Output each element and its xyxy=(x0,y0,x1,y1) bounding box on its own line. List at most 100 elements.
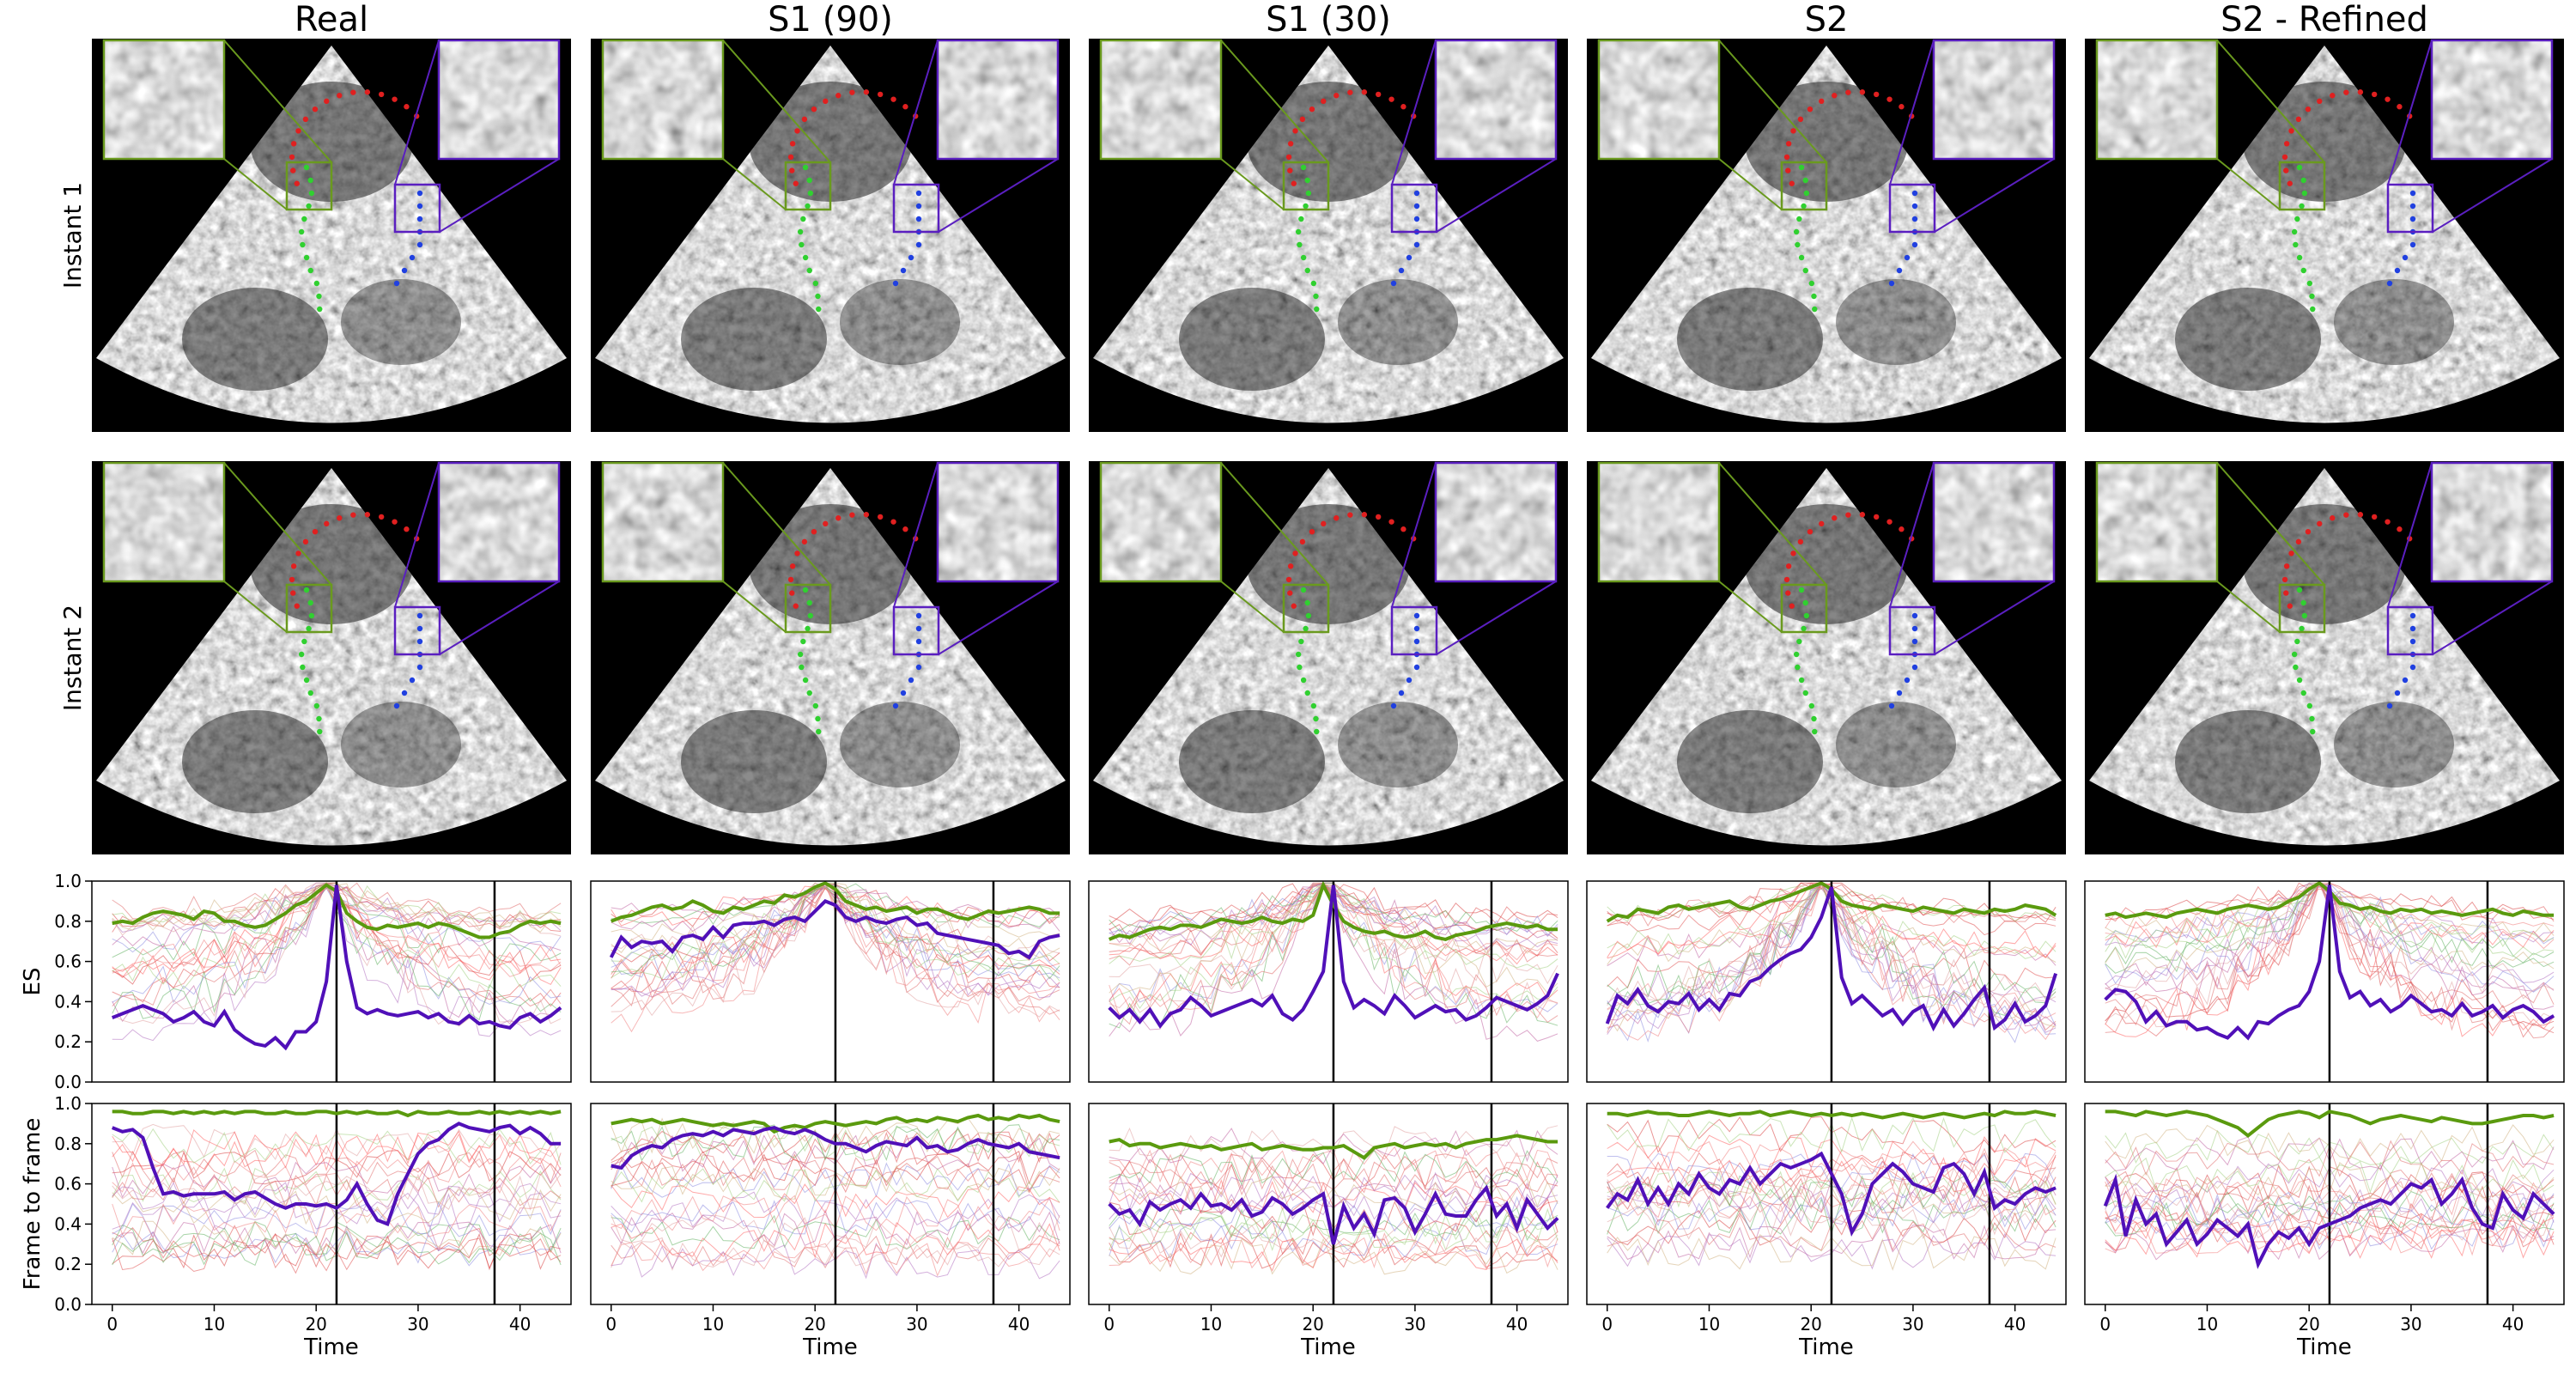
connector-line xyxy=(1718,462,1827,586)
landmark-green xyxy=(1803,190,1810,197)
landmark-red xyxy=(849,512,855,518)
landmark-green xyxy=(802,677,809,684)
zoom-inset-purple xyxy=(938,463,1058,581)
landmark-blue xyxy=(2386,280,2393,287)
landmark-red xyxy=(2288,550,2294,556)
y-tick-label: 0.2 xyxy=(54,1254,82,1274)
x-tick-label: 30 xyxy=(1902,1314,1923,1334)
ultrasound-panel xyxy=(2085,461,2564,854)
landmark-green xyxy=(1310,280,1317,287)
landmark-red xyxy=(2343,512,2349,518)
landmark-green xyxy=(1304,599,1310,606)
landmark-red xyxy=(1886,96,1893,102)
connector-line xyxy=(394,40,440,185)
landmark-red xyxy=(1845,89,1851,95)
landmark-red xyxy=(801,538,808,545)
x-tick-label: 40 xyxy=(2502,1314,2524,1334)
landmark-red xyxy=(2281,576,2288,583)
landmark-green xyxy=(1796,216,1802,222)
landmark-green xyxy=(1801,203,1807,210)
connector-line xyxy=(938,158,1059,233)
landmark-red xyxy=(378,91,385,98)
landmark-blue xyxy=(915,612,922,619)
series-line-green xyxy=(1607,1110,2057,1120)
landmark-red xyxy=(1334,93,1340,99)
landmark-red xyxy=(1783,154,1790,161)
zoom-inset-purple xyxy=(439,40,559,159)
y-tick-label: 0.4 xyxy=(54,991,82,1012)
connector-line xyxy=(1220,462,1329,586)
landmark-green xyxy=(1310,702,1317,709)
landmark-red xyxy=(290,141,297,147)
landmark-blue xyxy=(1911,203,1918,210)
landmark-green xyxy=(2296,677,2303,684)
y-axis-label: ES xyxy=(20,968,46,996)
landmark-green xyxy=(1793,651,1800,658)
connector-line xyxy=(1889,462,1935,608)
landmark-blue xyxy=(1406,677,1413,684)
landmark-blue xyxy=(2394,267,2401,274)
line-chart-panel: 0 10 20 30 40 Time xyxy=(590,1103,1071,1360)
zoom-inset-purple xyxy=(1436,40,1556,159)
series-line-purple xyxy=(111,885,562,1051)
landmark-red xyxy=(324,98,330,105)
landmark-red xyxy=(823,98,829,105)
landmark-blue xyxy=(1888,702,1895,709)
landmark-red xyxy=(1899,526,1905,532)
landmark-red xyxy=(364,89,371,95)
landmark-red xyxy=(1785,590,1791,596)
ultrasound-panel xyxy=(1089,39,1568,432)
landmark-green xyxy=(1298,216,1304,222)
roi-box-green xyxy=(285,161,333,211)
axes-frame xyxy=(91,1103,572,1305)
landmark-red xyxy=(2287,180,2293,186)
series-line-purple xyxy=(2103,1173,2555,1269)
landmark-green xyxy=(2296,164,2303,171)
landmark-blue xyxy=(900,690,907,696)
landmark-red xyxy=(1291,603,1297,609)
landmark-green xyxy=(1305,190,1312,197)
landmark-blue xyxy=(1413,203,1420,210)
landmark-red xyxy=(789,563,796,569)
connector-line xyxy=(2216,40,2325,163)
axes-frame xyxy=(590,1103,1071,1305)
landmark-green xyxy=(306,625,312,632)
landmark-green xyxy=(298,651,305,658)
landmark-green xyxy=(800,216,806,222)
landmark-blue xyxy=(416,612,423,619)
landmark-green xyxy=(2299,203,2305,210)
landmark-red xyxy=(2287,603,2293,609)
landmark-green xyxy=(307,690,313,696)
landmark-blue xyxy=(1406,254,1413,261)
x-axis-label: Time xyxy=(1798,1334,1854,1360)
series-line-purple xyxy=(609,899,1060,960)
x-axis-label: Time xyxy=(2296,1334,2352,1360)
landmark-blue xyxy=(915,638,922,645)
connector-line xyxy=(893,40,939,185)
landmark-green xyxy=(1295,228,1302,235)
landmark-red xyxy=(312,528,319,535)
column-title: S2 xyxy=(1805,0,1849,40)
column-title: S1 (90) xyxy=(768,0,893,40)
x-tick-label: 10 xyxy=(2196,1314,2218,1334)
y-tick-label: 0.2 xyxy=(54,1031,82,1052)
landmark-red xyxy=(1785,167,1791,173)
series-line-purple xyxy=(1108,885,1559,1029)
landmark-blue xyxy=(2409,638,2416,645)
landmark-red xyxy=(2317,520,2323,527)
landmark-red xyxy=(1807,528,1814,535)
ultrasound-panel xyxy=(1587,39,2066,432)
landmark-green xyxy=(303,677,310,684)
landmark-blue xyxy=(2409,241,2416,248)
landmark-green xyxy=(1801,625,1807,632)
landmark-green xyxy=(307,267,313,274)
landmark-red xyxy=(1287,167,1293,173)
landmark-green xyxy=(2296,254,2303,261)
landmark-green xyxy=(1793,228,1800,235)
landmark-green xyxy=(2294,216,2300,222)
landmark-red xyxy=(2281,154,2288,161)
connector-line xyxy=(2216,158,2281,210)
series-line-green xyxy=(112,1110,562,1118)
landmark-blue xyxy=(915,664,922,671)
